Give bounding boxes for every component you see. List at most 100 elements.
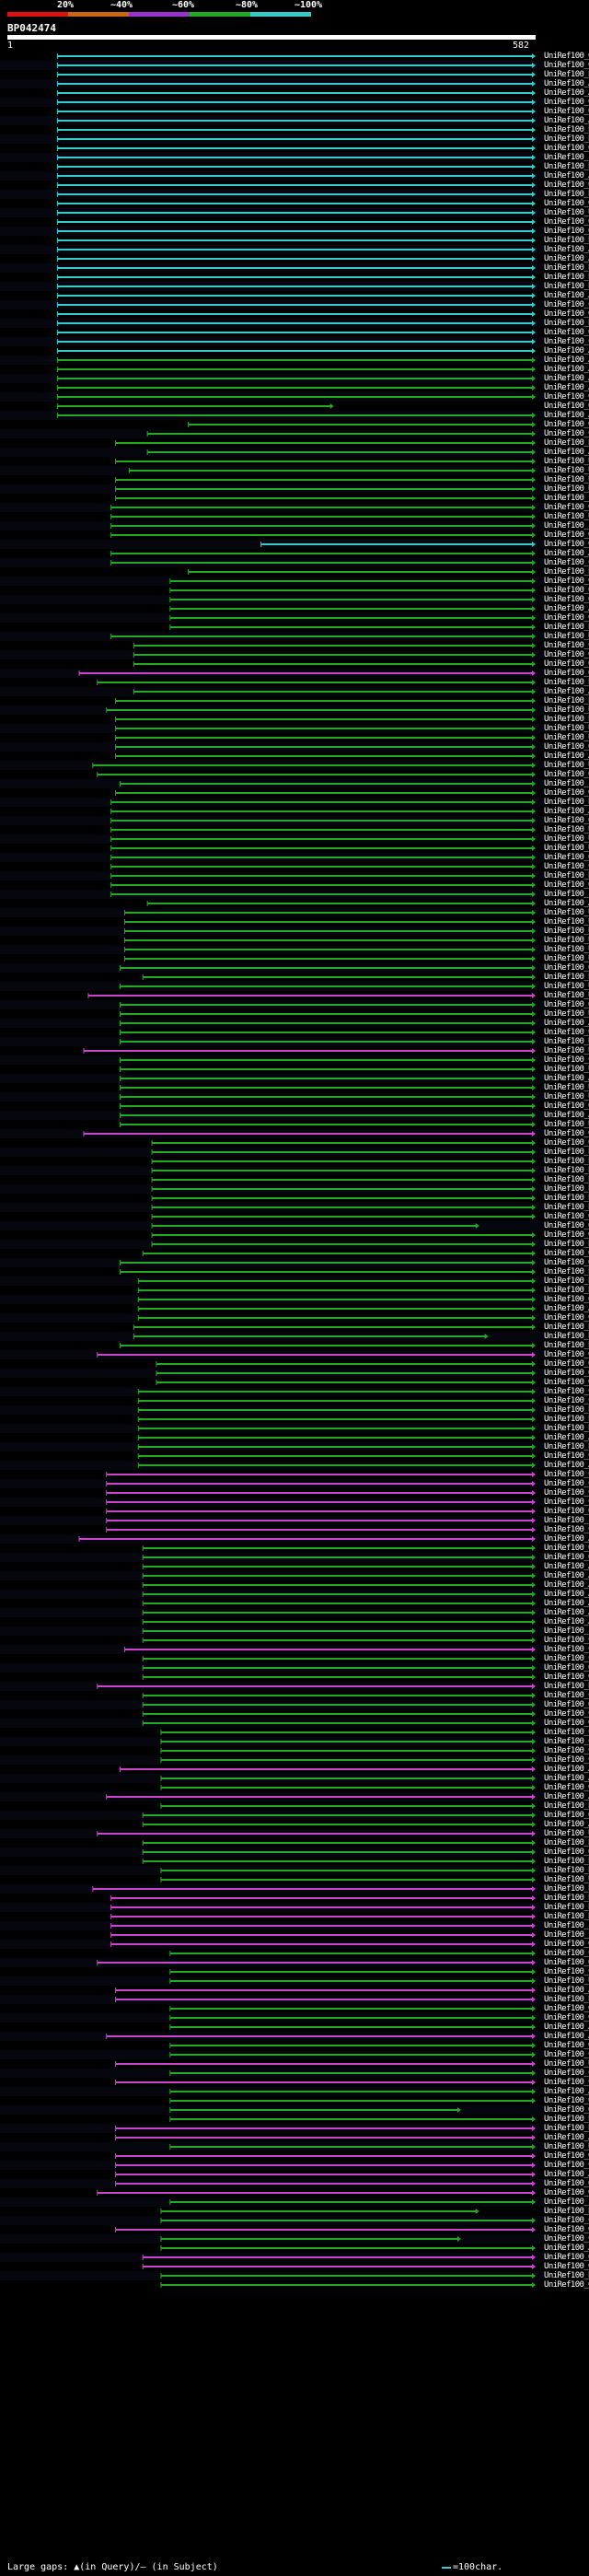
- hit-name[interactable]: UniRef100_C5UFJ2: [544, 1654, 589, 1663]
- hit-name[interactable]: UniRef100_C5DP13: [544, 2078, 589, 2087]
- hit-name[interactable]: UniRef100_Q0F584: [544, 1719, 589, 1728]
- hit-name[interactable]: UniRef100_UPI000...: [544, 1046, 589, 1055]
- hit-name[interactable]: UniRef100_Q7TT7: [544, 659, 589, 669]
- hit-name[interactable]: UniRef100_B1B0X3: [544, 678, 589, 687]
- hit-name[interactable]: UniRef100_Q7Y115: [544, 328, 589, 337]
- hit-name[interactable]: UniRef100_B1431: [544, 2124, 589, 2133]
- hit-name[interactable]: UniRef100_Q9D8E6: [544, 788, 589, 798]
- hit-name[interactable]: UniRef100_Q4GDW5: [544, 963, 589, 973]
- hit-name[interactable]: UniRef100_Q4G0N3: [544, 1673, 589, 1682]
- hit-name[interactable]: UniRef100_Q00860: [544, 309, 589, 319]
- hit-name[interactable]: UniRef100_UPI000...: [544, 1065, 589, 1074]
- hit-name[interactable]: UniRef100_Q7PRC2: [544, 1369, 589, 1378]
- hit-name[interactable]: UniRef100_B8P757: [544, 798, 589, 807]
- hit-name[interactable]: UniRef100_B4NJ03: [544, 1240, 589, 1249]
- hit-name[interactable]: UniRef100_B9GSS2: [544, 190, 589, 199]
- hit-name[interactable]: UniRef100_A7P0K0: [544, 79, 589, 88]
- hit-name[interactable]: UniRef100_B4DMJ2: [544, 2271, 589, 2280]
- hit-name[interactable]: UniRef100_B7S317: [544, 2207, 589, 2216]
- hit-name[interactable]: UniRef100_C7AUE2: [544, 2234, 589, 2244]
- hit-name[interactable]: UniRef100_A6S419: [544, 2087, 589, 2096]
- hit-name[interactable]: UniRef100_UPI000...: [544, 2059, 589, 2069]
- hit-name[interactable]: UniRef100_B4QY54: [544, 1166, 589, 1175]
- hit-name[interactable]: UniRef100_UPI000...: [544, 825, 589, 834]
- hit-name[interactable]: UniRef100_Q4XRZ6: [544, 1958, 589, 1967]
- hit-name[interactable]: UniRef100_Q2C1D6: [544, 1783, 589, 1792]
- hit-name[interactable]: UniRef100_Q4SLX9: [544, 1221, 589, 1230]
- hit-name[interactable]: UniRef100_Q67213: [544, 595, 589, 604]
- hit-name[interactable]: UniRef100_B6AIE3: [544, 1323, 589, 1332]
- hit-name[interactable]: UniRef100_Q6UJ36: [544, 1138, 589, 1148]
- hit-name[interactable]: UniRef100_UPI000...: [544, 945, 589, 954]
- hit-name[interactable]: UniRef100_Q6BSV4: [544, 1663, 589, 1673]
- hit-name[interactable]: UniRef100_C0IX78: [544, 1949, 589, 1958]
- hit-name[interactable]: UniRef100_P49615: [544, 494, 589, 503]
- hit-name[interactable]: UniRef100_Q9C8F1: [544, 402, 589, 411]
- hit-name[interactable]: UniRef100_Q28G09: [544, 530, 589, 540]
- hit-name[interactable]: UniRef100_Q4U6R0: [544, 1129, 589, 1138]
- hit-name[interactable]: UniRef100_B8LK49: [544, 236, 589, 245]
- hit-name[interactable]: UniRef100_C5LMZ5: [544, 1479, 589, 1488]
- hit-name[interactable]: UniRef100_P32016: [544, 1516, 589, 1525]
- hit-name[interactable]: UniRef100_UPI000...: [544, 512, 589, 521]
- hit-name[interactable]: UniRef100_Q5EZM2: [544, 2151, 589, 2161]
- hit-name[interactable]: UniRef100_B3M217: [544, 1332, 589, 1341]
- hit-name[interactable]: UniRef100_B1BS31: [544, 1894, 589, 1903]
- hit-name[interactable]: UniRef100_B4Q5D4: [544, 1267, 589, 1276]
- hit-name[interactable]: UniRef100_P61801: [544, 521, 589, 530]
- hit-name[interactable]: UniRef100_B4FSQ0: [544, 282, 589, 291]
- hit-name[interactable]: UniRef100_A0KI14: [544, 245, 589, 254]
- hit-name[interactable]: UniRef100_UPI000...: [544, 927, 589, 936]
- hit-name[interactable]: UniRef100_B6C239: [544, 1341, 589, 1350]
- hit-name[interactable]: UniRef100_A5E1Y1: [544, 1608, 589, 1617]
- hit-name[interactable]: UniRef100_C1GEN5: [544, 1746, 589, 1755]
- hit-name[interactable]: UniRef100_UPI000...: [544, 1037, 589, 1046]
- hit-name[interactable]: UniRef100_B9HSS5: [544, 134, 589, 144]
- hit-name[interactable]: UniRef100_P14117: [544, 2197, 589, 2207]
- hit-name[interactable]: UniRef100_Q8T305: [544, 1700, 589, 1709]
- hit-name[interactable]: UniRef100_C5QFQ8: [544, 1691, 589, 1700]
- hit-name[interactable]: UniRef100_B6QFD5: [544, 1903, 589, 1912]
- hit-name[interactable]: UniRef100_UPI000...: [544, 1120, 589, 1129]
- hit-name[interactable]: UniRef100_Q9T1Y0: [544, 144, 589, 153]
- hit-name[interactable]: UniRef100_UPI000...: [544, 705, 589, 715]
- hit-name[interactable]: UniRef100_B0HLC6: [544, 1857, 589, 1866]
- hit-name[interactable]: UniRef100_A4S8A6: [544, 1304, 589, 1313]
- hit-name[interactable]: UniRef100_C0SCK5: [544, 1755, 589, 1765]
- hit-name[interactable]: UniRef100_Q6GM41: [544, 2041, 589, 2050]
- hit-name[interactable]: UniRef100_A9RN30: [544, 356, 589, 365]
- hit-name[interactable]: UniRef100_A8HSE5: [544, 291, 589, 300]
- hit-name[interactable]: UniRef100_B5X3Q6: [544, 715, 589, 724]
- hit-name[interactable]: UniRef100_UPI000...: [544, 208, 589, 217]
- hit-name[interactable]: UniRef100_UPI000...: [544, 466, 589, 475]
- hit-name[interactable]: UniRef100_A0YJ09: [544, 2244, 589, 2253]
- hit-name[interactable]: UniRef100_C1HDW1: [544, 1737, 589, 1746]
- hit-name[interactable]: UniRef100_Q9VHF2: [544, 1230, 589, 1240]
- hit-name[interactable]: UniRef100_A4HDY5: [544, 2032, 589, 2041]
- hit-name[interactable]: UniRef100_B2K1E3: [544, 1801, 589, 1811]
- hit-name[interactable]: UniRef100_A5DCZ4: [544, 1562, 589, 1571]
- hit-name[interactable]: UniRef100_Q5RCP0: [544, 880, 589, 890]
- hit-name[interactable]: UniRef100_A8JQ10: [544, 411, 589, 420]
- hit-name[interactable]: UniRef100_C1E595: [544, 429, 589, 438]
- hit-name[interactable]: UniRef100_UPI000...: [544, 936, 589, 945]
- hit-name[interactable]: UniRef100_C1BJE5: [544, 558, 589, 567]
- hit-name[interactable]: UniRef100_B9WPZ7: [544, 1424, 589, 1433]
- hit-name[interactable]: UniRef100_Q29C10: [544, 1212, 589, 1221]
- hit-name[interactable]: UniRef100_B5DGC4: [544, 696, 589, 705]
- hit-name[interactable]: UniRef100_P10664: [544, 1930, 589, 1940]
- hit-name[interactable]: UniRef100_C5MC94: [544, 1387, 589, 1396]
- hit-name[interactable]: UniRef100_UPI000...: [544, 834, 589, 844]
- hit-name[interactable]: UniRef100_C5ZLL4: [544, 2161, 589, 2170]
- hit-name[interactable]: UniRef100_A8QDR4: [544, 1111, 589, 1120]
- hit-name[interactable]: UniRef100_Q23EH4: [544, 540, 589, 549]
- hit-name[interactable]: UniRef100_UPI000...: [544, 632, 589, 641]
- hit-name[interactable]: UniRef100_UPI000...: [544, 917, 589, 927]
- hit-name[interactable]: UniRef100_B4FVJ0: [544, 273, 589, 282]
- hit-name[interactable]: UniRef100_A1FE53: [544, 2022, 589, 2032]
- hit-name[interactable]: UniRef100_C5M833: [544, 1645, 589, 1654]
- hit-name[interactable]: UniRef100_A4RHV5: [544, 1774, 589, 1783]
- hit-name[interactable]: UniRef100_A0SNV0: [544, 1019, 589, 1028]
- hit-name[interactable]: UniRef100_UPI000...: [544, 475, 589, 484]
- hit-name[interactable]: UniRef100_P50878: [544, 779, 589, 788]
